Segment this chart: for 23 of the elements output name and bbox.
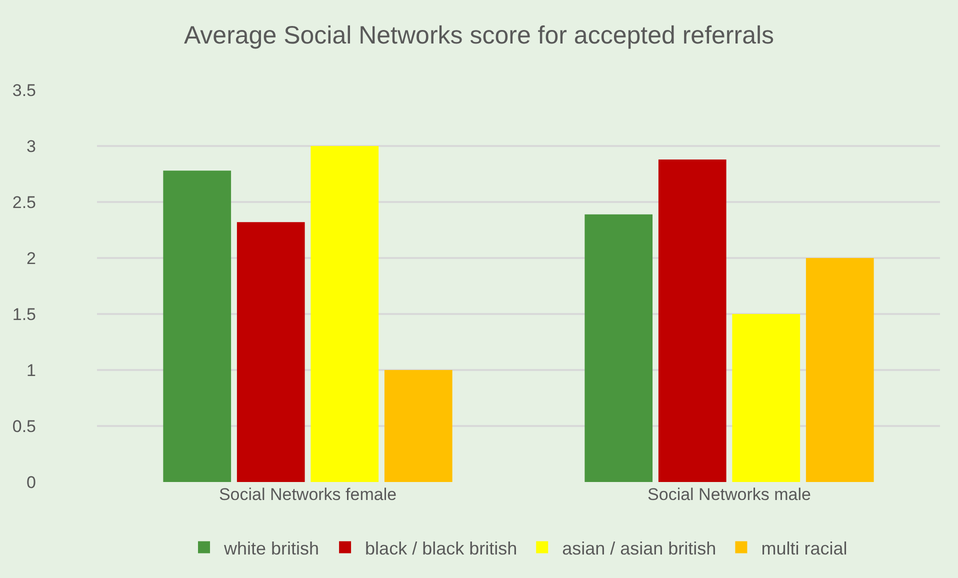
bar (732, 314, 800, 482)
y-tick-label: 2.5 (12, 192, 36, 212)
chart-title: Average Social Networks score for accepted referrals (184, 22, 774, 50)
legend-label: asian / asian british (562, 538, 716, 558)
y-tick-label: 0 (26, 472, 36, 492)
bar (236, 222, 305, 482)
y-tick-label: 1 (26, 360, 36, 380)
legend-label: multi racial (761, 538, 848, 558)
bar (310, 146, 379, 482)
x-tick-label: Social Networks male (648, 485, 811, 504)
legend-label: white british (223, 538, 320, 558)
bar (384, 370, 452, 482)
bar (658, 159, 726, 482)
bar (584, 214, 653, 482)
y-tick-label: 0.5 (12, 416, 36, 436)
y-tick-label: 3 (26, 136, 36, 156)
y-tick-label: 3.5 (12, 80, 36, 100)
bar (806, 258, 874, 482)
legend-label: black / black british (365, 538, 518, 558)
bar (163, 170, 232, 482)
y-tick-label: 2 (26, 248, 36, 268)
y-tick-label: 1.5 (12, 304, 36, 324)
x-tick-label: Social Networks female (218, 485, 397, 504)
